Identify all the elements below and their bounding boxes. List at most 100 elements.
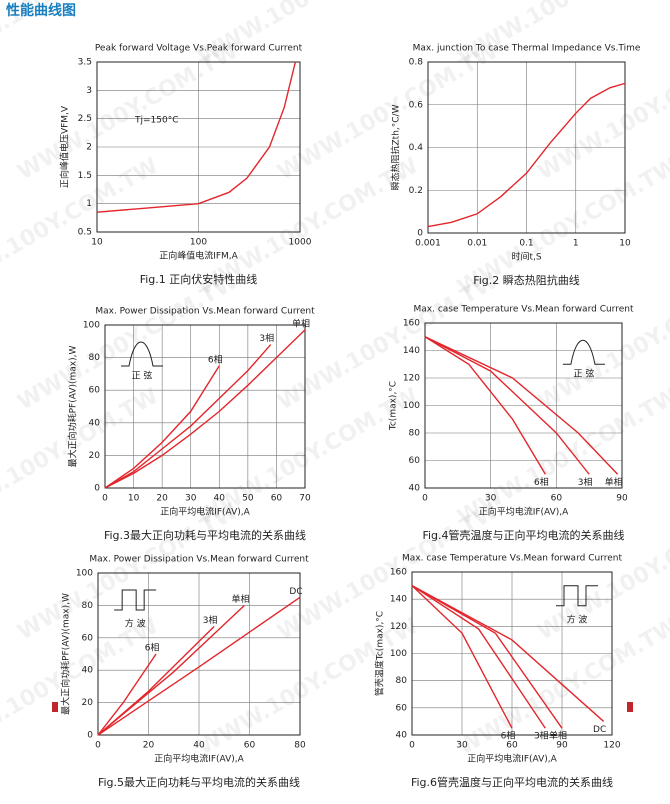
waveform-label: 方 波 bbox=[125, 617, 146, 629]
y-tick-label: 20 bbox=[89, 451, 101, 461]
x-tick-label: 30 bbox=[485, 494, 497, 504]
series-label: 单相 bbox=[549, 730, 567, 742]
x-tick-label: 10 bbox=[128, 494, 140, 504]
x-tick-label: 80 bbox=[294, 741, 306, 751]
watermark: WWW.100Y.COM.TW bbox=[274, 39, 503, 186]
caption: Fig.1 正向伏安特性曲线 bbox=[140, 272, 258, 286]
series-label: 6相 bbox=[501, 730, 516, 742]
series-label: 3相 bbox=[534, 730, 549, 742]
series-label: 单相 bbox=[231, 593, 249, 605]
x-tick-label: 0.01 bbox=[467, 239, 487, 249]
x-tick-label: 60 bbox=[551, 494, 563, 504]
y-tick-label: 20 bbox=[82, 698, 94, 708]
y-tick-label: 2.5 bbox=[78, 114, 92, 124]
x-tick-label: 70 bbox=[299, 494, 311, 504]
y-axis-label: 管壳温度Tc(max),°C bbox=[374, 611, 386, 696]
y-tick-label: 80 bbox=[396, 676, 408, 686]
caption: Fig.6管壳温度与正向平均电流的关系曲线 bbox=[411, 775, 613, 789]
x-tick-label: 10 bbox=[91, 238, 103, 248]
caption: Fig.3最大正向功耗与平均电流的关系曲线 bbox=[104, 528, 306, 542]
series-label: 6相 bbox=[534, 476, 549, 488]
x-axis-label: 时间t,S bbox=[511, 251, 541, 263]
y-tick-label: 80 bbox=[89, 353, 101, 363]
x-tick-label: 60 bbox=[244, 741, 256, 751]
x-tick-label: 100 bbox=[190, 238, 207, 248]
x-tick-label: 0 bbox=[102, 494, 108, 504]
x-tick-label: 10 bbox=[619, 239, 631, 249]
watermark: WWW.100Y.COM.TW bbox=[14, 269, 243, 416]
annotation: Tj=150°C bbox=[134, 116, 179, 126]
x-axis-label: 正向平均电流IF(AV),A bbox=[479, 506, 569, 518]
y-axis-label: 最大正向功耗PF(AV)(max),W bbox=[67, 346, 79, 468]
series-label: 3相 bbox=[203, 614, 218, 626]
x-tick-label: 1 bbox=[573, 239, 579, 249]
y-axis-label: 正向峰值电压VFM,V bbox=[59, 105, 71, 188]
series-label: DC bbox=[593, 725, 606, 735]
series-label: 3相 bbox=[578, 476, 593, 488]
caption: Fig.2 瞬态热阻抗曲线 bbox=[473, 273, 580, 287]
y-tick-label: 0 bbox=[87, 731, 93, 741]
series-label: 单相 bbox=[292, 317, 310, 329]
y-tick-label: 0.5 bbox=[78, 228, 92, 238]
y-tick-label: 40 bbox=[396, 731, 408, 741]
x-tick-label: 120 bbox=[603, 741, 620, 751]
x-tick-label: 30 bbox=[185, 494, 197, 504]
series-label: 3相 bbox=[259, 332, 274, 344]
y-tick-label: 40 bbox=[409, 484, 421, 494]
y-tick-label: 1.5 bbox=[78, 171, 92, 181]
caption: Fig.5最大正向功耗与平均电流的关系曲线 bbox=[98, 775, 300, 789]
page-title: 性能曲线图 bbox=[6, 2, 76, 19]
x-tick-label: 30 bbox=[456, 741, 468, 751]
x-tick-label: 20 bbox=[156, 494, 168, 504]
x-tick-label: 20 bbox=[143, 741, 155, 751]
chart-title: Max. junction To case Thermal Impedance … bbox=[413, 44, 641, 54]
y-tick-label: 0.8 bbox=[409, 58, 424, 68]
y-tick-label: 140 bbox=[403, 346, 420, 356]
series-label: DC bbox=[289, 587, 302, 597]
series-label: 6相 bbox=[208, 353, 223, 365]
series-label: 单相 bbox=[605, 476, 623, 488]
y-tick-label: 120 bbox=[390, 622, 407, 632]
y-tick-label: 60 bbox=[396, 703, 408, 713]
x-tick-label: 60 bbox=[271, 494, 283, 504]
x-tick-label: 60 bbox=[506, 741, 518, 751]
x-tick-label: 0.001 bbox=[415, 239, 441, 249]
x-axis-label: 正向平均电流IF(AV),A bbox=[160, 506, 250, 518]
x-tick-label: 0.1 bbox=[519, 239, 533, 249]
y-tick-label: 160 bbox=[403, 319, 420, 329]
y-tick-label: 100 bbox=[83, 321, 100, 331]
x-axis-label: 正向峰值电流IFM,A bbox=[159, 250, 238, 262]
x-tick-label: 40 bbox=[214, 494, 226, 504]
waveform-label: 方 波 bbox=[567, 613, 588, 625]
x-tick-label: 0 bbox=[422, 494, 428, 504]
y-tick-label: 0 bbox=[94, 484, 100, 494]
watermark: WWW.100Y.COM.TW bbox=[14, 39, 243, 186]
x-tick-label: 90 bbox=[616, 494, 628, 504]
watermark: WWW.100Y.COM.TW bbox=[534, 39, 670, 186]
x-tick-label: 40 bbox=[193, 741, 205, 751]
chart-title: Max. Power Dissipation Vs.Mean forward C… bbox=[89, 555, 309, 565]
x-tick-label: 50 bbox=[242, 494, 254, 504]
chart-title: Max. case Temperature Vs.Mean forward Cu… bbox=[402, 554, 622, 564]
caption: Fig.4管壳温度与正向平均电流的关系曲线 bbox=[422, 528, 624, 542]
x-tick-label: 0 bbox=[409, 741, 415, 751]
series-label: 6相 bbox=[145, 642, 160, 654]
waveform-label: 正 弦 bbox=[573, 368, 594, 380]
watermark: WWW.100Y.COM.TW bbox=[534, 269, 670, 416]
y-tick-label: 60 bbox=[409, 456, 421, 466]
y-axis-label: 最大正向功耗PF(AV)(max),W bbox=[60, 593, 72, 715]
y-tick-label: 100 bbox=[390, 649, 407, 659]
y-tick-label: 60 bbox=[82, 633, 94, 643]
y-axis-label: Tc(max),°C bbox=[389, 381, 399, 431]
waveform-label: 正 弦 bbox=[132, 370, 153, 382]
y-tick-label: 0.4 bbox=[409, 143, 424, 153]
y-tick-label: 0.2 bbox=[409, 186, 423, 196]
y-tick-label: 0 bbox=[417, 229, 423, 239]
y-tick-label: 3 bbox=[86, 86, 92, 96]
y-axis-label: 瞬态热阻抗Zth,°C/W bbox=[390, 104, 402, 190]
y-tick-label: 3.5 bbox=[78, 58, 92, 68]
chart-title: Max. Power Dissipation Vs.Mean forward C… bbox=[95, 307, 315, 317]
